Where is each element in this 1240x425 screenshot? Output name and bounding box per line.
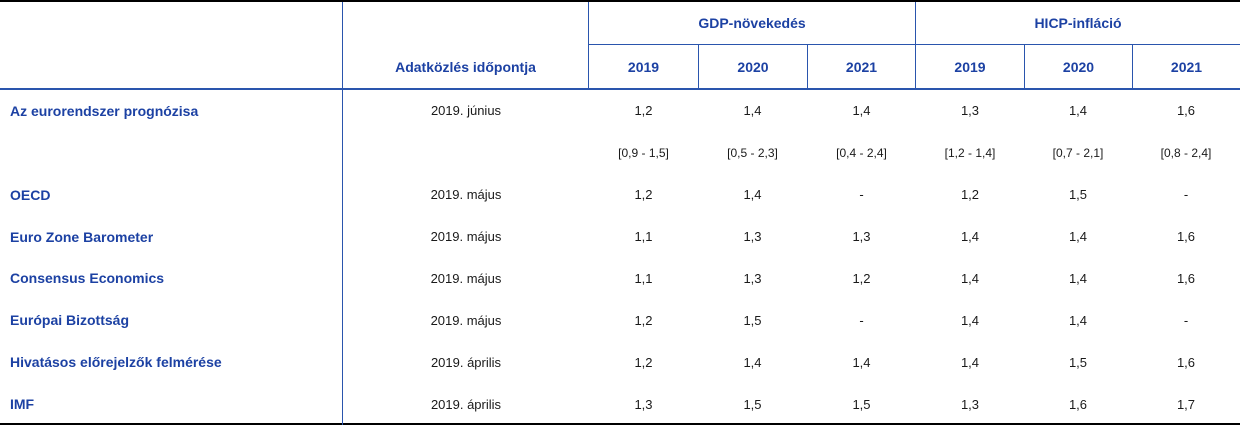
value-cell: 1,3	[960, 396, 980, 412]
range-cell: [1,2 - 1,4]	[944, 145, 996, 160]
value-cell: 1,5	[852, 396, 871, 412]
row-label: Az eurorendszer prognózisa	[0, 90, 343, 132]
value-cell: 1,6	[1176, 354, 1196, 370]
row-label-empty	[0, 131, 343, 174]
value-cell: 1,3	[743, 229, 762, 245]
value-cell: 1,5	[1068, 354, 1088, 370]
value-cell: 1,3	[743, 270, 762, 286]
row-label: OECD	[0, 173, 343, 216]
range-cell: [0,9 - 1,5]	[618, 145, 669, 160]
row-date: 2019. április	[430, 396, 502, 412]
table-row: Euro Zone Barometer 2019. május 1,1 1,3 …	[0, 215, 1240, 258]
value-cell: 1,3	[634, 396, 653, 412]
value-cell: 1,6	[1176, 229, 1196, 245]
row-label: Európai Bizottság	[0, 299, 343, 342]
value-cell: -	[859, 312, 864, 328]
group-header-hicp: HICP-infláció	[916, 2, 1240, 45]
range-cell: [0,4 - 2,4]	[836, 145, 887, 160]
value-cell: 1,4	[960, 354, 980, 370]
value-cell: 1,5	[743, 396, 762, 412]
value-cell: -	[1183, 312, 1189, 328]
value-cell: 1,3	[960, 103, 980, 119]
corner-cell	[0, 2, 343, 88]
value-cell: 1,6	[1068, 396, 1088, 412]
value-cell: 1,6	[1176, 103, 1196, 119]
value-cell: 1,5	[1068, 187, 1088, 203]
year-header-hicp-2021: 2021	[1132, 45, 1240, 88]
table-row: OECD 2019. május 1,2 1,4 - 1,2 1,5 -	[0, 173, 1240, 216]
value-cell: -	[1183, 187, 1189, 203]
value-cell: 1,5	[743, 312, 762, 328]
value-cell: 1,4	[960, 312, 980, 328]
table-row: Consensus Economics 2019. május 1,1 1,3 …	[0, 257, 1240, 300]
row-date: 2019. május	[430, 187, 502, 203]
value-cell: 1,2	[634, 187, 653, 203]
table-row: Az eurorendszer prognózisa 2019. június …	[0, 90, 1240, 132]
value-cell: 1,1	[634, 229, 653, 245]
row-date: 2019. május	[430, 312, 502, 328]
value-cell: 1,1	[634, 270, 653, 286]
value-cell: 1,6	[1176, 270, 1196, 286]
year-header-hicp-2019: 2019	[954, 58, 986, 75]
date-column-header: Adatközlés időpontja	[343, 2, 589, 88]
value-cell: 1,7	[1176, 396, 1196, 412]
table-row: Európai Bizottság 2019. május 1,2 1,5 - …	[0, 299, 1240, 342]
value-cell: 1,2	[634, 354, 653, 370]
range-cell: [0,5 - 2,3]	[727, 145, 778, 160]
value-cell: 1,2	[852, 270, 871, 286]
value-cell: 1,4	[1068, 312, 1088, 328]
value-cell: 1,3	[852, 229, 871, 245]
row-label: IMF	[0, 383, 343, 425]
table-row: Hivatásos előrejelzők felmérése 2019. áp…	[0, 341, 1240, 384]
row-date: 2019. április	[430, 354, 502, 370]
row-date: 2019. június	[430, 103, 502, 119]
value-cell: 1,4	[1068, 270, 1088, 286]
table-row-ranges: [0,9 - 1,5] [0,5 - 2,3] [0,4 - 2,4] [1,2…	[0, 131, 1240, 174]
value-cell: 1,4	[852, 103, 871, 119]
value-cell: 1,4	[743, 354, 762, 370]
value-cell: 1,4	[743, 187, 762, 203]
table-header: Adatközlés időpontja GDP-növekedés HICP-…	[0, 2, 1240, 90]
group-header-gdp: GDP-növekedés	[589, 2, 916, 45]
value-cell: 1,4	[960, 270, 980, 286]
row-date: 2019. május	[430, 229, 502, 245]
table-row: IMF 2019. április 1,3 1,5 1,5 1,3 1,6 1,…	[0, 383, 1240, 425]
value-cell: 1,4	[960, 229, 980, 245]
row-label: Euro Zone Barometer	[0, 215, 343, 258]
value-cell: 1,2	[960, 187, 980, 203]
row-date: 2019. május	[430, 270, 502, 286]
row-label: Hivatásos előrejelzők felmérése	[0, 341, 343, 384]
year-header-gdp-2021: 2021	[807, 45, 916, 88]
value-cell: 1,2	[634, 103, 653, 119]
table-body: Az eurorendszer prognózisa 2019. június …	[0, 90, 1240, 425]
value-cell: 1,4	[743, 103, 762, 119]
value-cell: 1,4	[852, 354, 871, 370]
value-cell: 1,4	[1068, 103, 1088, 119]
value-cell: 1,4	[1068, 229, 1088, 245]
year-header-hicp-2020: 2020	[1024, 45, 1132, 88]
year-header-gdp-2019: 2019	[627, 58, 660, 75]
row-label: Consensus Economics	[0, 257, 343, 300]
value-cell: 1,2	[634, 312, 653, 328]
year-header-gdp-2020: 2020	[698, 45, 807, 88]
value-cell: -	[859, 187, 864, 203]
range-cell: [0,8 - 2,4]	[1160, 145, 1212, 160]
range-cell: [0,7 - 2,1]	[1052, 145, 1104, 160]
